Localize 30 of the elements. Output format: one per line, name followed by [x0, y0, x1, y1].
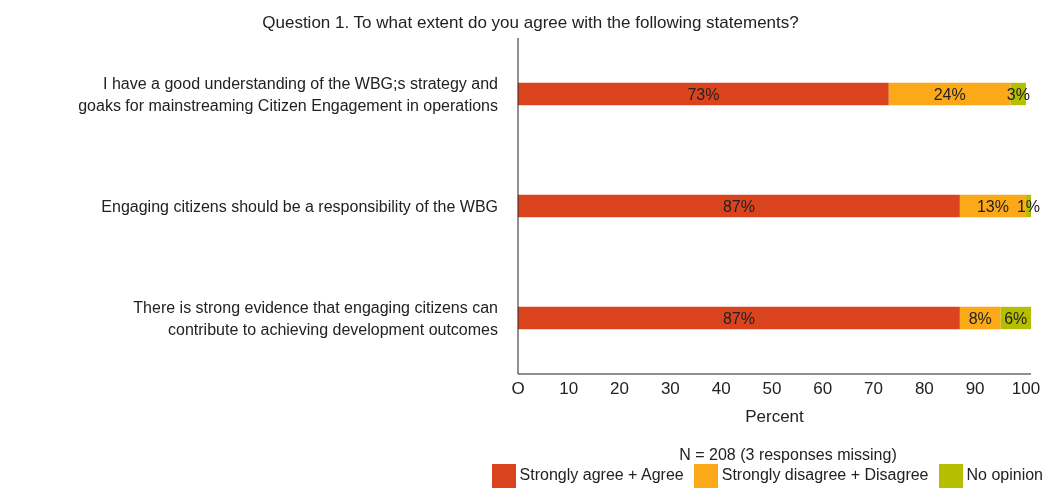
data-label: 24%: [933, 85, 966, 103]
data-label: 13%: [976, 197, 1009, 215]
x-tick-label: 100: [1011, 379, 1041, 399]
text: N = 208 (3 responses missing): [678, 446, 898, 464]
x-tick-label: O: [511, 379, 525, 399]
bar: [518, 82, 889, 106]
bar: [518, 306, 960, 330]
data-label: 8%: [968, 309, 992, 327]
bar: [518, 194, 960, 218]
x-tick-label: 90: [965, 379, 985, 399]
legend-label: Strongly agree + Agree: [519, 466, 684, 484]
x-tick-label: 10: [559, 379, 579, 399]
x-axis-title: Percent: [745, 407, 805, 426]
chart-title: Question 1. To what extent do you agree with the following statements?: [261, 12, 800, 34]
data-label: 87%: [722, 309, 755, 327]
y-tick-label: Engaging citizens should be a responsibility of the WBG: [101, 197, 498, 215]
x-tick-label: 40: [711, 379, 731, 399]
x-tick-label: 80: [914, 379, 934, 399]
data-label: 87%: [722, 197, 755, 215]
x-tick-label: 20: [610, 379, 630, 399]
x-tick-label: 70: [864, 379, 884, 399]
x-tick-label: 30: [660, 379, 680, 399]
x-tick-label: 60: [813, 379, 833, 399]
x-tick-label: 50: [762, 379, 782, 399]
y-tick-label: I have a good understanding of the WBG;s strategy and goaks for mainstreaming Citizen Engagement in operations: [78, 74, 498, 114]
data-label: 6%: [1004, 309, 1028, 327]
data-label: 73%: [687, 85, 720, 103]
y-tick-label: There is strong evidence that engaging citizens can contribute to achieving development outcomes: [133, 298, 498, 338]
legend-label: Strongly disagree + Disagree: [721, 466, 929, 484]
legend-label: No opinion: [966, 466, 1043, 484]
